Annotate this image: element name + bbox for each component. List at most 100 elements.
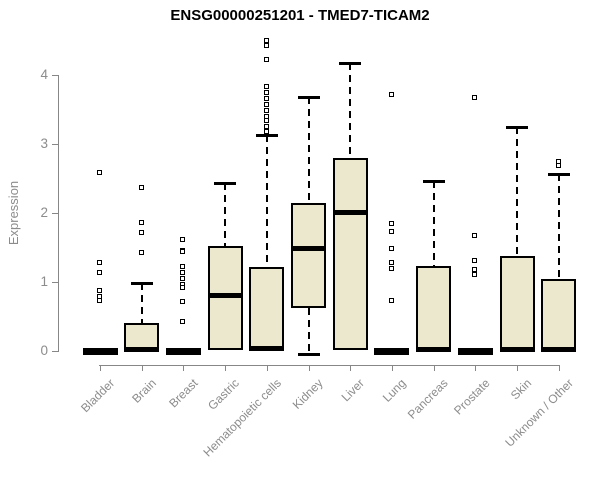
x-tick-label: Kidney — [289, 376, 326, 412]
outlier-point — [388, 265, 394, 271]
outlier-point — [388, 260, 394, 266]
x-tick-label: Lung — [380, 376, 409, 405]
box — [499, 255, 535, 351]
whisker-cap — [339, 62, 362, 66]
whisker-cap — [297, 96, 320, 100]
outlier-point — [472, 258, 478, 264]
y-axis-tick — [52, 213, 58, 214]
x-tick-label: Skin — [507, 376, 534, 403]
outlier-point — [263, 107, 269, 113]
outlier-point — [472, 94, 478, 100]
whisker-cap — [214, 182, 237, 186]
whisker-line — [224, 183, 227, 247]
whisker-cap — [547, 172, 570, 176]
outlier-point — [263, 123, 269, 129]
median-line — [541, 346, 577, 352]
y-axis-tick — [52, 144, 58, 145]
x-tick-label: Pancreas — [404, 376, 451, 422]
x-axis-tick — [183, 365, 185, 371]
outlier-point — [388, 245, 394, 251]
median-line — [207, 293, 243, 299]
box — [291, 203, 326, 308]
outlier-point — [263, 38, 269, 44]
x-axis-tick — [308, 365, 310, 371]
whisker-line — [307, 97, 310, 204]
whisker-line — [265, 135, 268, 267]
median-line — [249, 345, 285, 351]
outlier-point — [263, 96, 269, 102]
outlier-point — [180, 249, 186, 255]
outlier-point — [97, 270, 102, 276]
median-line — [124, 346, 160, 352]
collapsed-box — [457, 348, 493, 355]
outlier-point — [180, 285, 186, 291]
outlier-point — [180, 276, 186, 282]
y-tick-label: 0 — [40, 343, 48, 358]
outlier-point — [388, 92, 394, 97]
whisker-cap — [297, 353, 320, 356]
x-tick-label: Bladder — [77, 376, 117, 416]
outlier-point — [180, 236, 186, 242]
box — [332, 157, 368, 350]
x-tick-label: Hematopoietic cells — [200, 376, 284, 460]
outlier-point — [138, 185, 144, 191]
x-tick-label: Gastric — [205, 376, 243, 413]
outlier-point — [263, 83, 269, 89]
box — [416, 266, 452, 351]
outlier-point — [138, 230, 144, 235]
outlier-point — [97, 287, 102, 293]
whisker-line — [349, 63, 352, 158]
whisker-cap — [422, 180, 445, 184]
outlier-point — [555, 163, 561, 169]
y-tick-label: 3 — [40, 136, 48, 151]
outlier-point — [263, 43, 269, 49]
x-axis-line — [99, 365, 560, 366]
outlier-point — [388, 228, 394, 234]
collapsed-box — [82, 348, 118, 355]
y-tick-label: 2 — [40, 205, 48, 220]
x-axis-tick — [558, 365, 560, 371]
x-axis-tick — [391, 365, 393, 371]
whisker-cap — [506, 125, 528, 129]
x-axis-tick — [266, 365, 268, 371]
outlier-point — [97, 169, 102, 175]
outlier-point — [472, 233, 478, 239]
collapsed-box — [374, 348, 410, 355]
x-tick-label: Brain — [128, 376, 159, 406]
x-tick-label: Breast — [165, 376, 201, 411]
outlier-point — [472, 267, 478, 273]
x-axis-tick — [100, 365, 101, 371]
median-line — [416, 346, 452, 352]
box — [249, 266, 285, 350]
x-tick-label: Liver — [338, 376, 368, 405]
outlier-point — [263, 118, 269, 124]
y-axis-tick — [52, 75, 58, 76]
collapsed-box — [165, 348, 201, 355]
y-tick-label: 4 — [40, 67, 48, 82]
y-tick-label: 1 — [40, 274, 48, 289]
x-axis-tick — [141, 365, 143, 371]
outlier-point — [263, 101, 269, 107]
y-axis-line — [58, 75, 59, 352]
outlier-point — [472, 272, 478, 278]
outlier-point — [180, 319, 186, 325]
median-line — [291, 245, 326, 251]
x-axis-tick — [475, 365, 477, 371]
x-axis-tick — [350, 365, 352, 371]
x-axis-tick — [517, 365, 518, 371]
whisker-line — [140, 282, 143, 323]
outlier-point — [263, 129, 269, 135]
y-axis-label: Expression — [6, 180, 21, 246]
outlier-point — [388, 297, 394, 303]
median-line — [332, 209, 368, 215]
box — [541, 279, 577, 351]
outlier-point — [138, 220, 144, 226]
whisker-line — [307, 307, 310, 355]
median-line — [499, 346, 535, 352]
outlier-point — [263, 89, 269, 95]
x-axis-tick — [225, 365, 227, 371]
x-tick-label: Prostate — [450, 376, 493, 418]
whisker-line — [557, 173, 560, 280]
whisker-cap — [255, 134, 278, 138]
